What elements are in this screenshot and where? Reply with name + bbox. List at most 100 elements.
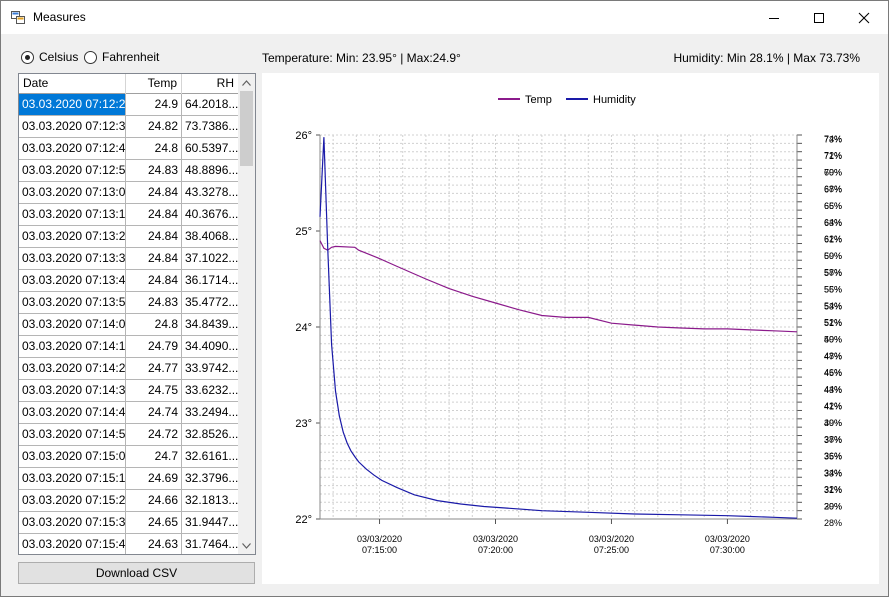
cell-temp[interactable]: 24.63 <box>126 534 182 554</box>
table-row[interactable]: 03.03.2020 07:15:36 24.65 31.9447... <box>19 512 239 534</box>
right-axis-label: 41% <box>824 401 842 411</box>
cell-date[interactable]: 03.03.2020 07:13:56 <box>19 292 126 313</box>
cell-date[interactable]: 03.03.2020 07:14:06 <box>19 314 126 335</box>
table-row[interactable]: 03.03.2020 07:14:46 24.74 33.2494... <box>19 402 239 424</box>
measures-table[interactable]: Date Temp RH 03.03.2020 07:12:26 24.9 64.2… <box>18 73 256 555</box>
fahrenheit-radio[interactable]: Fahrenheit <box>84 50 159 64</box>
table-row[interactable]: 03.03.2020 07:13:56 24.83 35.4772... <box>19 292 239 314</box>
cell-temp[interactable]: 24.75 <box>126 380 182 401</box>
cell-rh[interactable]: 32.8526... <box>182 424 239 445</box>
cell-date[interactable]: 03.03.2020 07:13:06 <box>19 182 126 203</box>
cell-date[interactable]: 03.03.2020 07:14:46 <box>19 402 126 423</box>
cell-temp[interactable]: 24.82 <box>126 116 182 137</box>
table-row[interactable]: 03.03.2020 07:15:26 24.66 32.1813... <box>19 490 239 512</box>
column-header-temp[interactable]: Temp <box>126 74 182 94</box>
cell-temp[interactable]: 24.84 <box>126 248 182 269</box>
cell-rh[interactable]: 32.3796... <box>182 468 239 489</box>
cell-date[interactable]: 03.03.2020 07:13:26 <box>19 226 126 247</box>
cell-rh[interactable]: 64.2018... <box>182 94 239 115</box>
table-row[interactable]: 03.03.2020 07:12:46 24.8 60.5397... <box>19 138 239 160</box>
cell-date[interactable]: 03.03.2020 07:12:46 <box>19 138 126 159</box>
table-scrollbar[interactable] <box>238 74 255 554</box>
cell-temp[interactable]: 24.74 <box>126 402 182 423</box>
table-row[interactable]: 03.03.2020 07:13:36 24.84 37.1022... <box>19 248 239 270</box>
cell-temp[interactable]: 24.84 <box>126 270 182 291</box>
column-header-rh[interactable]: RH <box>182 74 239 94</box>
cell-date[interactable]: 03.03.2020 07:15:46 <box>19 534 126 554</box>
cell-rh[interactable]: 33.2494... <box>182 402 239 423</box>
column-header-date[interactable]: Date <box>19 74 126 94</box>
cell-date[interactable]: 03.03.2020 07:14:26 <box>19 358 126 379</box>
cell-rh[interactable]: 60.5397... <box>182 138 239 159</box>
table-row[interactable]: 03.03.2020 07:12:36 24.82 73.7386... <box>19 116 239 138</box>
cell-rh[interactable]: 34.8439... <box>182 314 239 335</box>
cell-temp[interactable]: 24.79 <box>126 336 182 357</box>
cell-date[interactable]: 03.03.2020 07:15:16 <box>19 468 126 489</box>
cell-date[interactable]: 03.03.2020 07:14:16 <box>19 336 126 357</box>
cell-temp[interactable]: 24.84 <box>126 204 182 225</box>
cell-temp[interactable]: 24.66 <box>126 490 182 511</box>
cell-date[interactable]: 03.03.2020 07:13:36 <box>19 248 126 269</box>
table-row[interactable]: 03.03.2020 07:13:06 24.84 43.3278... <box>19 182 239 204</box>
cell-temp[interactable]: 24.8 <box>126 138 182 159</box>
cell-rh[interactable]: 73.7386... <box>182 116 239 137</box>
cell-temp[interactable]: 24.83 <box>126 292 182 313</box>
cell-date[interactable]: 03.03.2020 07:12:56 <box>19 160 126 181</box>
scroll-up-button[interactable] <box>238 74 255 91</box>
table-row[interactable]: 03.03.2020 07:15:06 24.7 32.6161... <box>19 446 239 468</box>
cell-date[interactable]: 03.03.2020 07:15:26 <box>19 490 126 511</box>
table-row[interactable]: 03.03.2020 07:14:16 24.79 34.4090... <box>19 336 239 358</box>
celsius-radio[interactable]: Celsius <box>21 50 78 64</box>
cell-rh[interactable]: 36.1714... <box>182 270 239 291</box>
cell-rh[interactable]: 35.4772... <box>182 292 239 313</box>
cell-temp[interactable]: 24.8 <box>126 314 182 335</box>
minimize-button[interactable] <box>751 1 797 34</box>
close-button[interactable] <box>841 1 887 34</box>
cell-temp[interactable]: 24.7 <box>126 446 182 467</box>
cell-rh[interactable]: 48.8896... <box>182 160 239 181</box>
table-row[interactable]: 03.03.2020 07:13:46 24.84 36.1714... <box>19 270 239 292</box>
cell-rh[interactable]: 34.4090... <box>182 336 239 357</box>
cell-temp[interactable]: 24.65 <box>126 512 182 533</box>
cell-temp[interactable]: 24.9 <box>126 94 182 115</box>
cell-date[interactable]: 03.03.2020 07:14:56 <box>19 424 126 445</box>
cell-rh[interactable]: 33.6232... <box>182 380 239 401</box>
cell-date[interactable]: 03.03.2020 07:12:36 <box>19 116 126 137</box>
table-row[interactable]: 03.03.2020 07:14:26 24.77 33.9742... <box>19 358 239 380</box>
cell-rh[interactable]: 31.7464... <box>182 534 239 554</box>
table-row[interactable]: 03.03.2020 07:14:36 24.75 33.6232... <box>19 380 239 402</box>
table-row[interactable]: 03.03.2020 07:14:56 24.72 32.8526... <box>19 424 239 446</box>
table-row[interactable]: 03.03.2020 07:15:46 24.63 31.7464... <box>19 534 239 554</box>
cell-rh[interactable]: 31.9447... <box>182 512 239 533</box>
cell-date[interactable]: 03.03.2020 07:14:36 <box>19 380 126 401</box>
cell-temp[interactable]: 24.84 <box>126 182 182 203</box>
cell-temp[interactable]: 24.72 <box>126 424 182 445</box>
cell-temp[interactable]: 24.84 <box>126 226 182 247</box>
cell-date[interactable]: 03.03.2020 07:12:26 <box>19 94 126 115</box>
maximize-button[interactable] <box>796 1 842 34</box>
cell-date[interactable]: 03.03.2020 07:13:46 <box>19 270 126 291</box>
cell-rh[interactable]: 40.3676... <box>182 204 239 225</box>
table-row[interactable]: 03.03.2020 07:12:56 24.83 48.8896... <box>19 160 239 182</box>
cell-rh[interactable]: 32.6161... <box>182 446 239 467</box>
table-row[interactable]: 03.03.2020 07:12:26 24.9 64.2018... <box>19 94 239 116</box>
table-row[interactable]: 03.03.2020 07:14:06 24.8 34.8439... <box>19 314 239 336</box>
table-row[interactable]: 03.03.2020 07:15:16 24.69 32.3796... <box>19 468 239 490</box>
cell-temp[interactable]: 24.77 <box>126 358 182 379</box>
cell-rh[interactable]: 33.9742... <box>182 358 239 379</box>
cell-rh[interactable]: 38.4068... <box>182 226 239 247</box>
cell-date[interactable]: 03.03.2020 07:15:36 <box>19 512 126 533</box>
title-bar[interactable]: Measures <box>1 1 888 34</box>
cell-rh[interactable]: 32.1813... <box>182 490 239 511</box>
cell-rh[interactable]: 37.1022... <box>182 248 239 269</box>
download-csv-button[interactable]: Download CSV <box>18 562 255 584</box>
cell-temp[interactable]: 24.83 <box>126 160 182 181</box>
cell-date[interactable]: 03.03.2020 07:13:16 <box>19 204 126 225</box>
table-row[interactable]: 03.03.2020 07:13:26 24.84 38.4068... <box>19 226 239 248</box>
table-row[interactable]: 03.03.2020 07:13:16 24.84 40.3676... <box>19 204 239 226</box>
scroll-down-button[interactable] <box>238 537 255 554</box>
cell-temp[interactable]: 24.69 <box>126 468 182 489</box>
cell-date[interactable]: 03.03.2020 07:15:06 <box>19 446 126 467</box>
cell-rh[interactable]: 43.3278... <box>182 182 239 203</box>
scroll-thumb[interactable] <box>240 91 253 166</box>
